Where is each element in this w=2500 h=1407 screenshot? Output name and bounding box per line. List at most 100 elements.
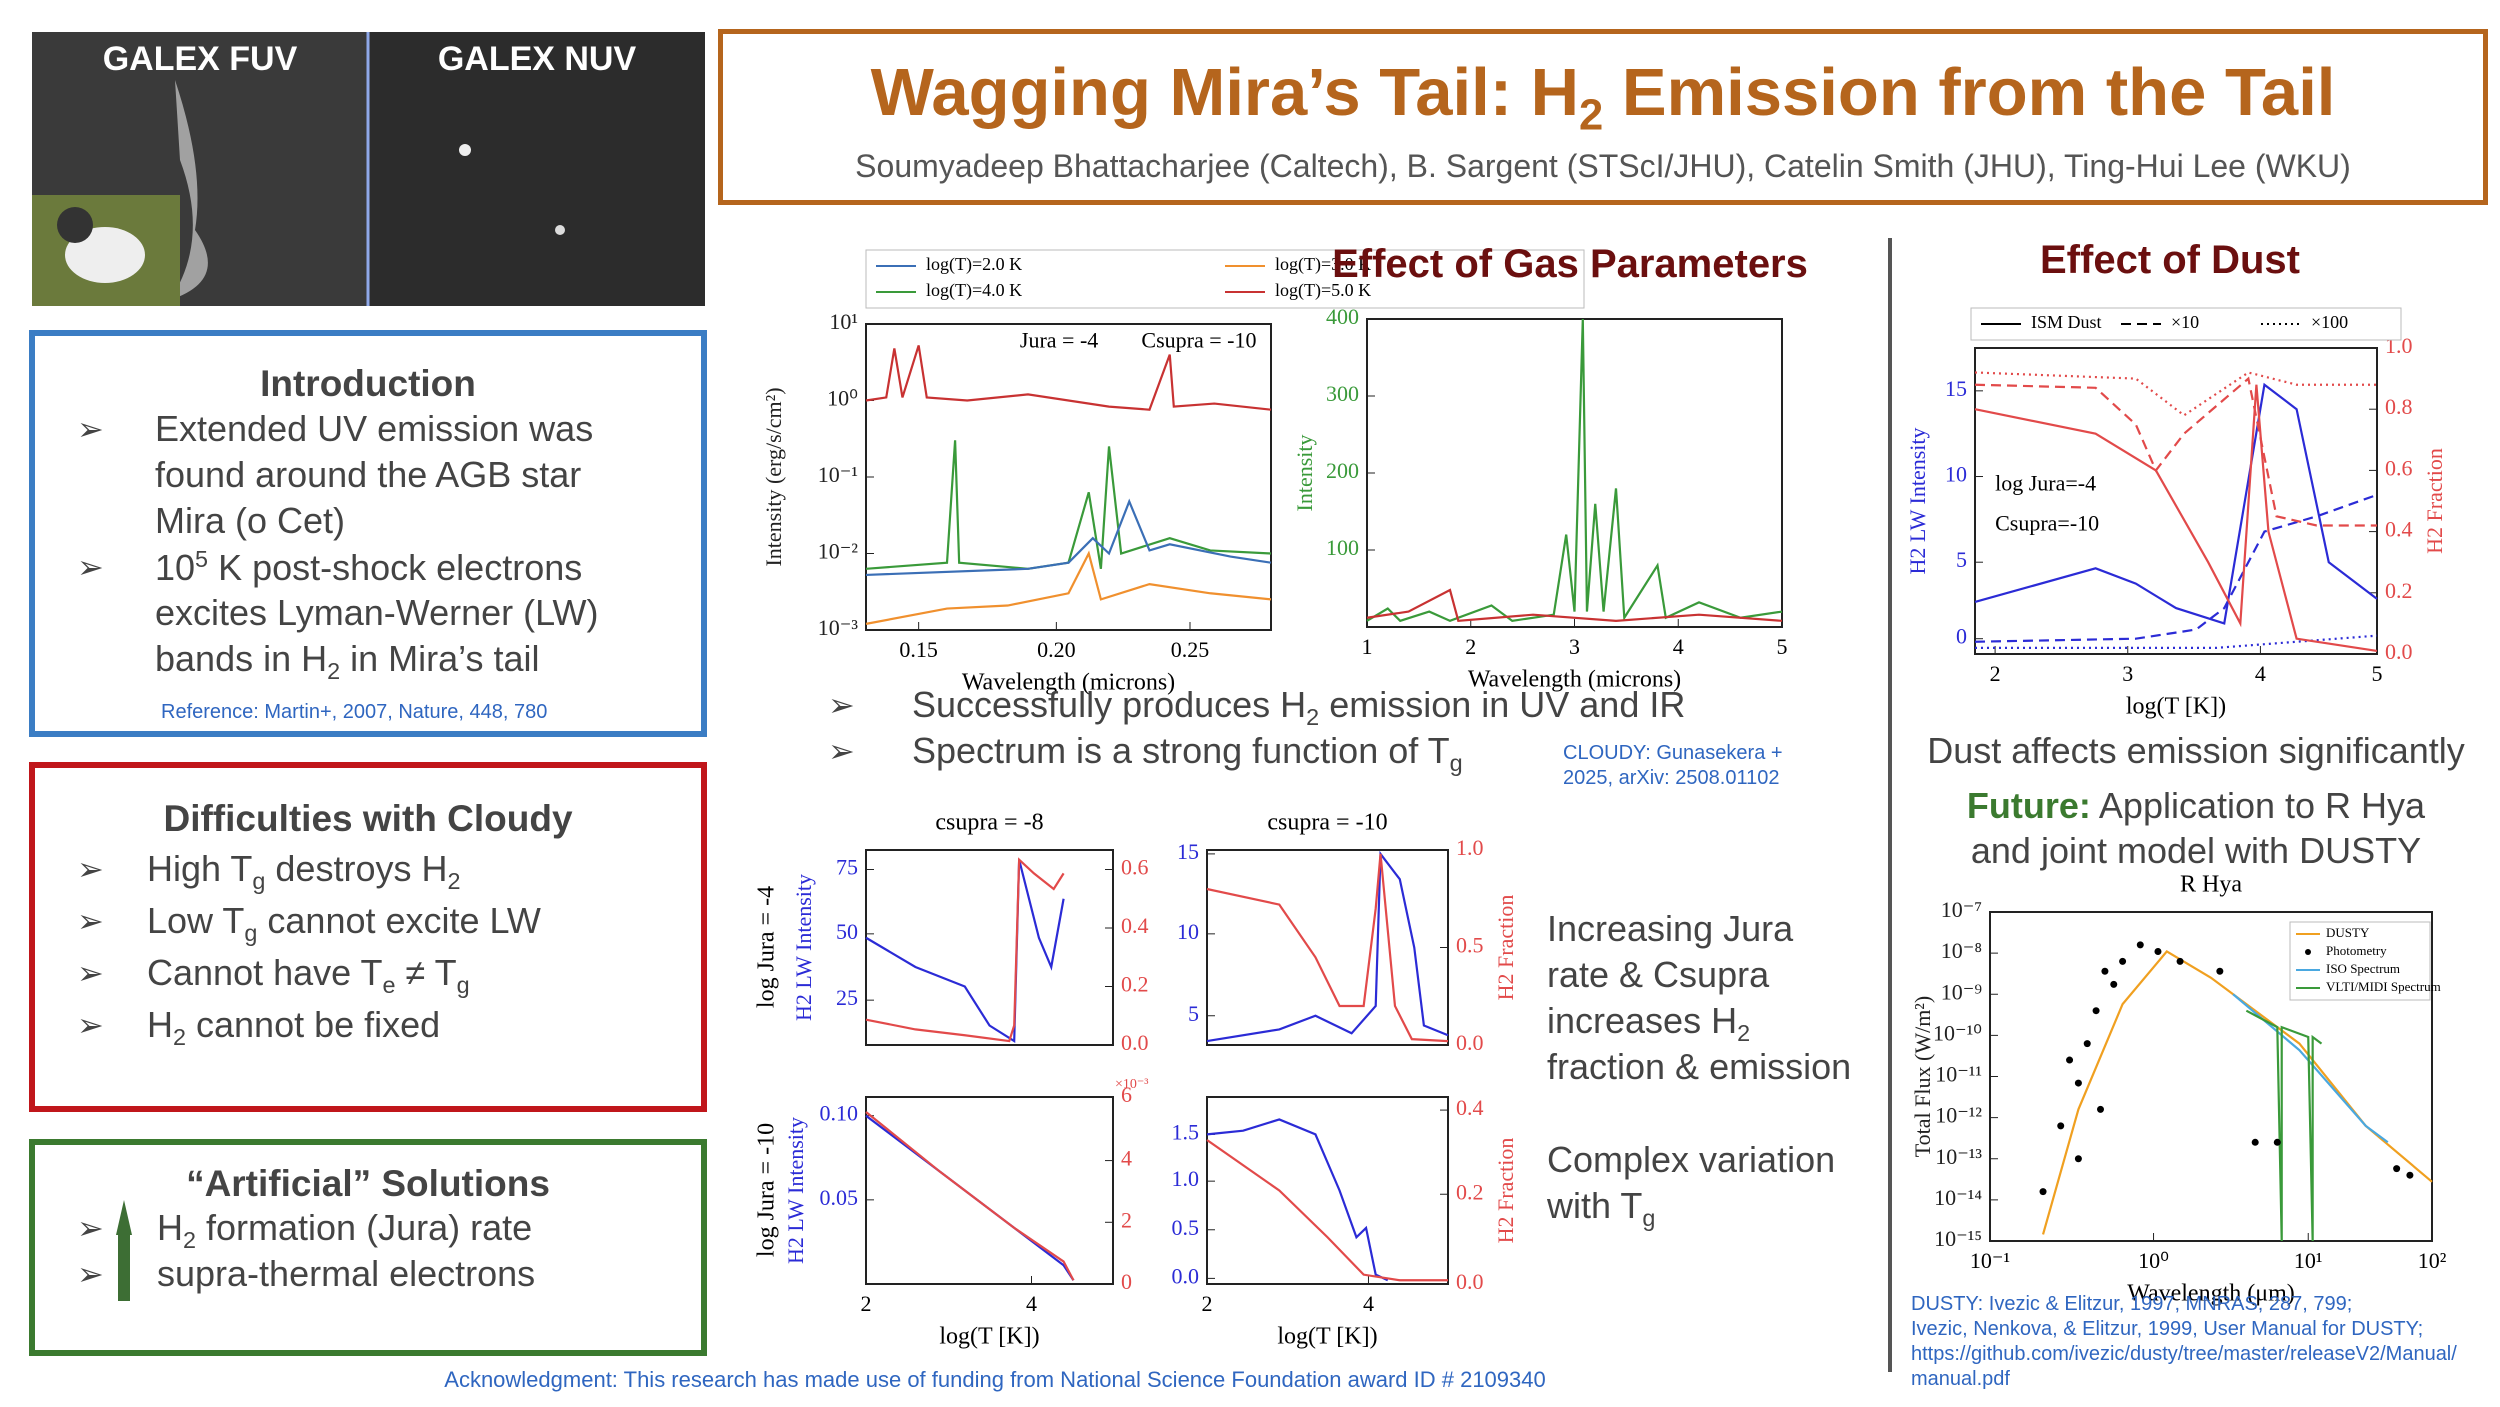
legend-label: ×100 [2311, 312, 2348, 332]
curve [1206, 853, 1449, 1043]
legend-box [1970, 307, 2402, 341]
tick-label: 0.4 [1456, 1095, 1484, 1120]
text-run: Spectrum is a strong function of T [912, 730, 1450, 771]
plot-frame [1206, 1096, 1449, 1285]
plot-frame [1974, 347, 2378, 655]
curve [1974, 371, 2377, 417]
tick-label: 100 [1326, 535, 1359, 560]
section-heading: Introduction [260, 363, 476, 404]
curve [1206, 850, 1449, 1043]
tick-label: 3 [2122, 661, 2133, 686]
text-run: Cannot have T [147, 952, 383, 993]
bullet-text: increases H2 [1547, 1000, 1750, 1047]
plot-title: csupra = -8 [935, 810, 1043, 836]
text-run: supra-thermal electrons [157, 1253, 536, 1294]
tick-label: 1.0 [1172, 1166, 1200, 1191]
text-run: 2 [327, 658, 341, 685]
tick-label: 10¹ [829, 309, 858, 334]
bullet-marker: ➢ [77, 411, 104, 447]
axis-label: H2 LW Intensity [1905, 427, 1930, 574]
text-run: Extended UV emission was [155, 408, 594, 449]
tick-label: 2 [1121, 1207, 1132, 1232]
legend-label: ISO Spectrum [2326, 961, 2400, 976]
tick-label: 10⁻¹⁰ [1933, 1020, 1982, 1045]
plot-frame [1206, 849, 1449, 1046]
star [459, 144, 471, 156]
tick-label: 0.0 [1456, 1269, 1484, 1294]
legend-label: log(T)=5.0 K [1275, 280, 1371, 301]
photometry-point [2110, 980, 2118, 988]
bullet-marker: ➢ [77, 549, 104, 585]
tick-label: 5 [1188, 1001, 1199, 1026]
tick-label: 0.4 [1121, 913, 1149, 938]
axis-label: log(T [K]) [1277, 1324, 1377, 1350]
text-run: H [157, 1207, 183, 1248]
curve [1975, 634, 2378, 649]
tick-label: 0.2 [1456, 1179, 1484, 1204]
reference-line: DUSTY: Ivezic & Elitzur, 1997, MNRAS, 28… [1911, 1293, 2353, 1315]
tick-label: 0.0 [2385, 639, 2413, 664]
tick-label: 2 [1202, 1291, 1213, 1316]
tick-label: 10⁻¹⁵ [1934, 1226, 1982, 1251]
curve [1974, 384, 2378, 653]
bullet-marker: ➢ [77, 955, 104, 991]
tick-label: 3 [1569, 634, 1580, 659]
curve [1366, 588, 1783, 623]
text-run: H [147, 1004, 173, 1045]
bullet-text: 105 K post-shock electrons [155, 546, 582, 589]
bullet-marker: ➢ [77, 1210, 104, 1246]
photometry-point [2101, 967, 2109, 975]
text-run: Low T [147, 900, 245, 941]
legend-label: ISM Dust [2031, 312, 2102, 332]
bullet-marker: ➢ [77, 1256, 104, 1292]
text-run: Increasing Jura [1547, 908, 1794, 949]
photometry-point [2273, 1138, 2281, 1146]
tick-label: 10⁰ [827, 386, 858, 411]
tick-label: 400 [1326, 304, 1359, 329]
tick-label: 0.0 [1172, 1263, 1200, 1288]
annotation: Csupra = -10 [1141, 327, 1256, 352]
plot-title: R Hya [2180, 872, 2242, 898]
photometry-point [2393, 1165, 2401, 1173]
bullet-text: H2 formation (Jura) rate [157, 1207, 532, 1254]
exponent-label: ×10⁻³ [1115, 1077, 1148, 1092]
summary: Dust affects emission significantly [1927, 730, 2465, 771]
bullet-text: with Tg [1547, 1185, 1655, 1232]
axis-label: H2 Fraction [2422, 448, 2447, 554]
text-run: found around the AGB star [155, 454, 582, 495]
bullet-text: Successfully produces H2 emission in UV … [912, 684, 1685, 731]
legend-label: log(T)=4.0 K [926, 280, 1022, 301]
photometry-point [2074, 1079, 2082, 1087]
galex-nuv-image [369, 32, 705, 306]
reference-line: 2025, arXiv: 2508.01102 [1563, 767, 1780, 789]
legend-label: Photometry [2326, 943, 2387, 958]
up-arrow-head [116, 1200, 132, 1235]
tick-label: 5 [2372, 661, 2383, 686]
tick-label: 0.8 [2385, 394, 2413, 419]
axis-label: Wavelength (μm) [2127, 1281, 2295, 1307]
text-run: cannot be fixed [186, 1004, 441, 1045]
future: and joint model with DUSTY [1970, 830, 2422, 871]
tick-label: 300 [1326, 381, 1359, 406]
annotation: log Jura=-4 [1995, 471, 2096, 496]
legend-swatch [2305, 949, 2311, 955]
text-run: 2 [1579, 91, 1604, 140]
text-run: Mira (o Cet) [155, 500, 346, 541]
tick-label: 2 [1465, 634, 1476, 659]
tick-label: 10⁻¹ [1970, 1248, 2010, 1273]
bullet-marker: ➢ [77, 1007, 104, 1043]
text-run: formation (Jura) rate [196, 1207, 533, 1248]
text-run: cannot excite LW [257, 900, 541, 941]
curve [1206, 1118, 1389, 1282]
reference: Reference: Martin+, 2007, Nature, 448, 7… [161, 701, 548, 723]
tick-label: 0.5 [1172, 1215, 1200, 1240]
curve [865, 859, 1065, 1044]
tick-label: 0.0 [1456, 1030, 1484, 1055]
tick-label: 15 [1177, 839, 1199, 864]
future-label: Future: [1966, 785, 2091, 826]
introduction-box: Introduction ➢ Extended UV emission was fo… [29, 330, 707, 737]
tick-label: 0.6 [1121, 855, 1149, 880]
bullet-marker: ➢ [828, 687, 855, 723]
plot-frame [865, 1096, 1114, 1285]
